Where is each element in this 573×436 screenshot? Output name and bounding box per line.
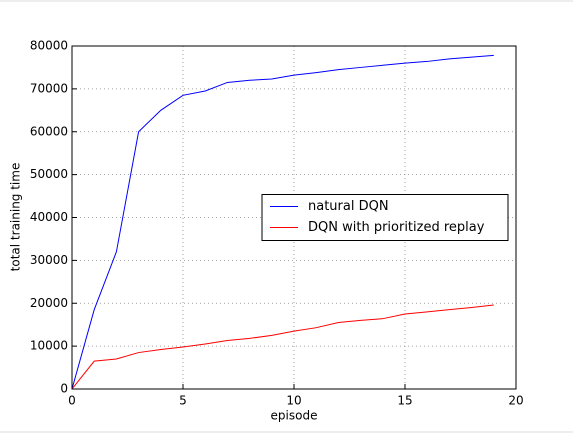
x-tick-label: 10 bbox=[286, 394, 301, 408]
x-tick-label: 0 bbox=[68, 394, 76, 408]
x-tick-label: 5 bbox=[179, 394, 187, 408]
y-tick-label: 40000 bbox=[30, 210, 68, 224]
plot-frame bbox=[71, 45, 517, 390]
y-tick-label: 80000 bbox=[30, 39, 68, 53]
y-tick-label: 30000 bbox=[30, 253, 68, 267]
y-tick-label: 70000 bbox=[30, 81, 68, 95]
legend-box bbox=[261, 194, 509, 241]
x-tick-label: 20 bbox=[508, 394, 523, 408]
y-tick-label: 60000 bbox=[30, 124, 68, 138]
y-tick-label: 10000 bbox=[30, 339, 68, 353]
x-tick-label: 15 bbox=[397, 394, 412, 408]
legend-label: natural DQN bbox=[308, 199, 389, 214]
y-tick-label: 20000 bbox=[30, 296, 68, 310]
series-line bbox=[71, 304, 494, 390]
series-line bbox=[71, 54, 494, 390]
x-axis-label: episode bbox=[271, 409, 318, 423]
y-axis-label: total training time bbox=[9, 163, 23, 272]
y-tick-label: 50000 bbox=[30, 167, 68, 181]
legend-label: DQN with prioritized replay bbox=[308, 220, 485, 235]
y-tick-label: 0 bbox=[60, 382, 68, 396]
